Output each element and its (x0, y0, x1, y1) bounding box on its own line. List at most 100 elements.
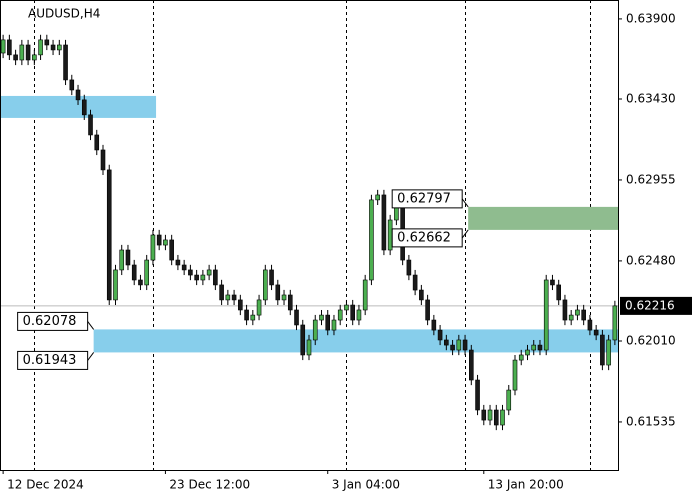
candle-body (44, 39, 50, 46)
candle-body (200, 274, 206, 281)
candle-body (188, 269, 193, 276)
candle-body (593, 329, 599, 336)
candle-body (550, 279, 555, 286)
candle-body (63, 44, 68, 81)
candle-body (487, 409, 493, 421)
candle-body (50, 44, 56, 51)
candle-body (462, 339, 468, 351)
candle-body (344, 304, 349, 311)
candle-body (206, 269, 212, 276)
candle-body (219, 284, 224, 301)
candle-body (425, 299, 430, 321)
candle-body (238, 299, 243, 311)
candle-body (500, 409, 505, 426)
candle-body (362, 279, 368, 311)
zone-label: 0.62662 (397, 230, 451, 245)
zone-label: 0.62078 (23, 314, 77, 329)
candle-body (506, 389, 512, 411)
candle-body (81, 99, 87, 116)
candle-body (225, 294, 231, 301)
candle-body (138, 279, 143, 286)
candle-body (306, 339, 312, 356)
candle-body (194, 274, 199, 281)
candle-body (169, 239, 174, 261)
candle-body (337, 309, 343, 321)
y-tick-label: 0.62955 (626, 172, 676, 186)
zone-label-connector (461, 198, 469, 208)
candle-body (244, 309, 249, 321)
candle-body (437, 329, 443, 341)
candle-body (475, 379, 480, 411)
candle-body (456, 339, 462, 351)
candle-body (431, 319, 437, 331)
candle-body (119, 249, 125, 271)
candle-body (150, 234, 156, 261)
candle-body (231, 294, 237, 301)
candle-body (606, 339, 611, 366)
zone-label: 0.62797 (397, 191, 451, 206)
candle-body (518, 354, 524, 361)
zone-label-connector (87, 321, 95, 330)
candle-body (581, 309, 586, 321)
zone (93, 329, 619, 353)
candle-body (57, 44, 62, 51)
y-tick-label: 0.63430 (626, 92, 676, 106)
candle-body (493, 409, 499, 426)
zone-label-connector (461, 229, 469, 239)
plot-border (0, 0, 619, 471)
candle-body (369, 199, 374, 281)
candle-body (7, 39, 12, 56)
x-tick-label: 3 Jan 04:00 (332, 478, 400, 492)
x-tick-label: 23 Dec 12:00 (169, 478, 250, 492)
candle-body (469, 349, 474, 381)
y-tick-label: 0.62010 (626, 333, 676, 347)
y-tick-label: 0.62480 (626, 253, 676, 267)
x-tick-label: 12 Dec 2024 (7, 478, 84, 492)
plot-area (0, 0, 619, 470)
candle-body (294, 309, 299, 326)
candle-body (0, 39, 6, 54)
candle-body (269, 269, 274, 286)
candle-body (250, 314, 256, 321)
candle-body (587, 319, 593, 331)
candle-body (287, 294, 293, 311)
candle-body (181, 264, 187, 271)
candle-body (450, 344, 455, 351)
candle-body (387, 219, 393, 251)
candle-body (575, 309, 580, 316)
candle-body (25, 44, 31, 61)
candle-body (381, 194, 387, 251)
candle-body (331, 319, 337, 331)
candle-body (275, 284, 281, 301)
candle-body (543, 279, 549, 351)
candle-body (175, 259, 181, 266)
candle-body (131, 264, 137, 281)
candle-body (32, 54, 37, 61)
candle-body (356, 309, 362, 321)
candle-body (525, 349, 530, 356)
price-label-box (620, 296, 692, 315)
candle-body (256, 299, 262, 316)
candle-body (106, 169, 112, 301)
candle-body (163, 239, 168, 246)
y-tick-label: 0.63900 (626, 11, 676, 25)
candle-body (263, 269, 268, 301)
zone (0, 95, 157, 118)
candle-body (419, 289, 424, 301)
candle-body (88, 114, 93, 136)
zone-label-connector (87, 352, 95, 361)
candle-body (69, 79, 75, 91)
candle-body (156, 234, 162, 246)
candle-body (75, 89, 81, 101)
candle-body (113, 269, 118, 301)
zone (468, 206, 618, 230)
chart-title: AUDUSD,H4 (28, 7, 100, 21)
candle-body (481, 409, 487, 421)
candle-body (350, 304, 355, 321)
candle-body (319, 314, 324, 321)
candle-body (125, 249, 131, 266)
candle-body (537, 344, 543, 351)
candle-body (325, 314, 331, 331)
